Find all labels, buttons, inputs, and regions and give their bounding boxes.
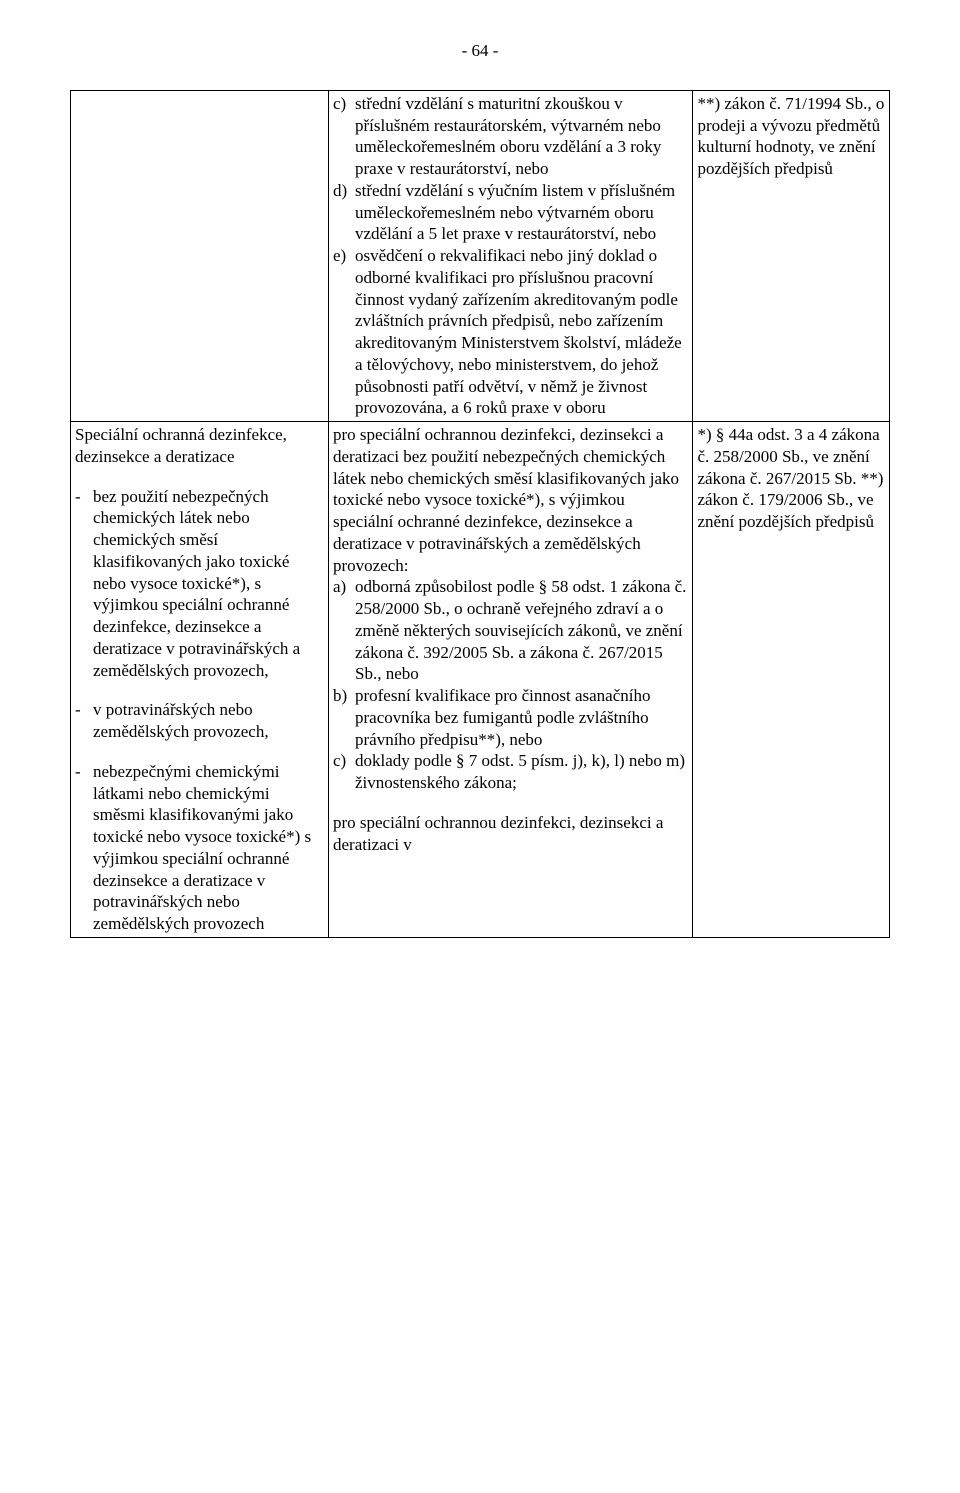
cell-r1-c3: **) zákon č. 71/1994 Sb., o prodeji a vý… [693, 90, 890, 421]
cell-r2-c2: pro speciální ochrannou dezinfekci, dezi… [328, 422, 692, 938]
page: - 64 - c) střední vzdělání s maturitní z… [0, 0, 960, 978]
table-row: c) střední vzdělání s maturitní zkouškou… [71, 90, 890, 421]
list-marker: a) [333, 576, 355, 685]
spacer [333, 794, 688, 812]
list-item: c) doklady podle § 7 odst. 5 písm. j), k… [333, 750, 688, 794]
list-item: - v potravinářských nebo zemědělských pr… [75, 699, 324, 743]
list-marker: c) [333, 93, 355, 180]
table-row: Speciální ochranná dezinfekce, dezinsekc… [71, 422, 890, 938]
list-text: doklady podle § 7 odst. 5 písm. j), k), … [355, 750, 688, 794]
spacer [75, 468, 324, 486]
list-text: nebezpečnými chemickými látkami nebo che… [93, 761, 324, 935]
list-marker: - [75, 761, 93, 935]
list-text: střední vzdělání s maturitní zkouškou v … [355, 93, 688, 180]
list-marker: - [75, 699, 93, 743]
trailing-text: pro speciální ochrannou dezinfekci, dezi… [333, 812, 688, 856]
list-item: a) odborná způsobilost podle § 58 odst. … [333, 576, 688, 685]
intro-text: Speciální ochranná dezinfekce, dezinsekc… [75, 424, 324, 468]
list-item: - nebezpečnými chemickými látkami nebo c… [75, 761, 324, 935]
alpha-list-r1: c) střední vzdělání s maturitní zkouškou… [333, 93, 688, 419]
cell-r1-c2: c) střední vzdělání s maturitní zkouškou… [328, 90, 692, 421]
cell-r2-c1: Speciální ochranná dezinfekce, dezinsekc… [71, 422, 329, 938]
list-item: - bez použití nebezpečných chemických lá… [75, 486, 324, 682]
list-item: d) střední vzdělání s výučním listem v p… [333, 180, 688, 245]
list-text: v potravinářských nebo zemědělských prov… [93, 699, 324, 743]
cell-r2-c3: *) § 44a odst. 3 a 4 zákona č. 258/2000 … [693, 422, 890, 938]
list-text: osvědčení o rekvalifikaci nebo jiný dokl… [355, 245, 688, 419]
list-text: bez použití nebezpečných chemických láte… [93, 486, 324, 682]
list-text: odborná způsobilost podle § 58 odst. 1 z… [355, 576, 688, 685]
list-marker: e) [333, 245, 355, 419]
cell-r1-c1 [71, 90, 329, 421]
list-item: c) střední vzdělání s maturitní zkouškou… [333, 93, 688, 180]
list-marker: c) [333, 750, 355, 794]
list-marker: d) [333, 180, 355, 245]
list-item: e) osvědčení o rekvalifikaci nebo jiný d… [333, 245, 688, 419]
page-number: - 64 - [70, 40, 890, 62]
dash-list: - bez použití nebezpečných chemických lá… [75, 486, 324, 935]
list-text: střední vzdělání s výučním listem v přís… [355, 180, 688, 245]
note-text: **) zákon č. 71/1994 Sb., o prodeji a vý… [697, 93, 885, 180]
list-marker: b) [333, 685, 355, 750]
main-table: c) střední vzdělání s maturitní zkouškou… [70, 90, 890, 938]
alpha-list-r2: a) odborná způsobilost podle § 58 odst. … [333, 576, 688, 794]
note-text: *) § 44a odst. 3 a 4 zákona č. 258/2000 … [697, 424, 885, 533]
list-item: b) profesní kvalifikace pro činnost asan… [333, 685, 688, 750]
lead-text: pro speciální ochrannou dezinfekci, dezi… [333, 424, 688, 576]
list-marker: - [75, 486, 93, 682]
list-text: profesní kvalifikace pro činnost asanačn… [355, 685, 688, 750]
